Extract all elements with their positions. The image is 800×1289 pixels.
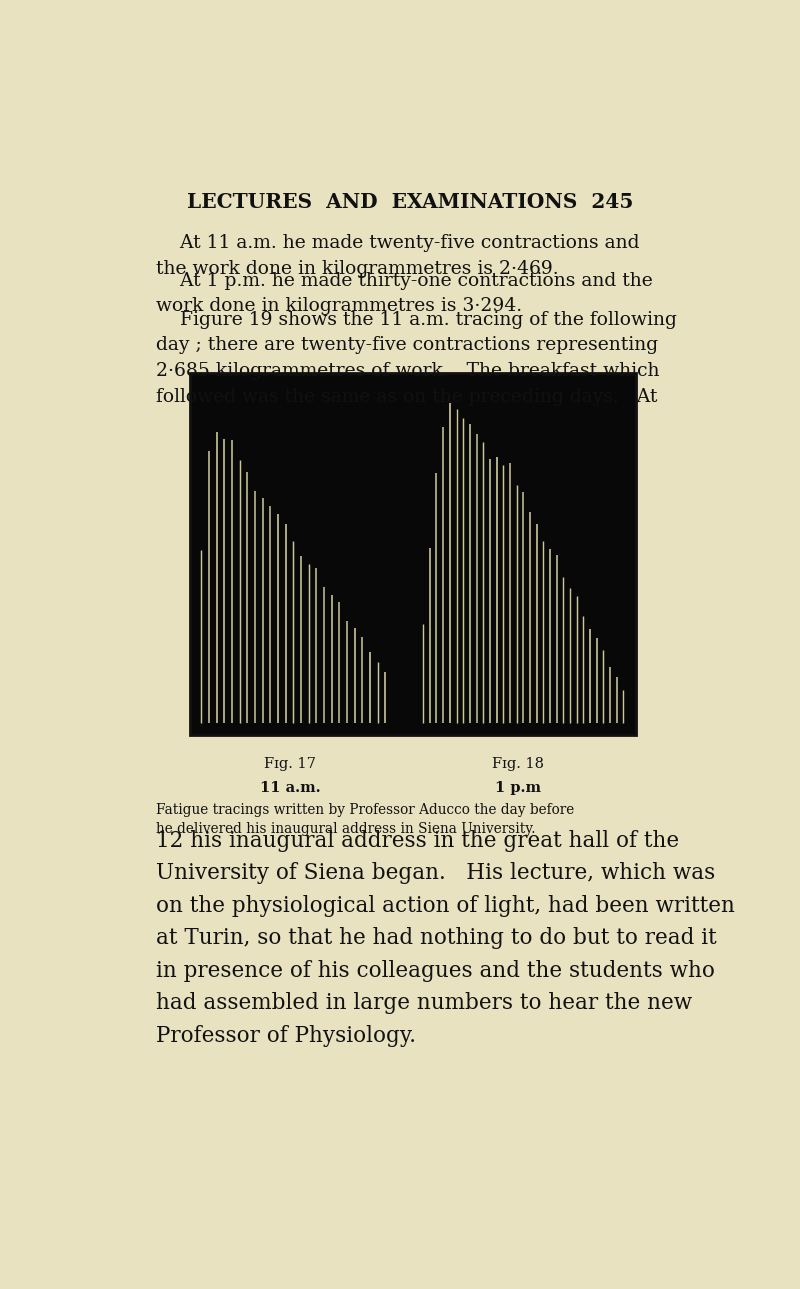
Text: At 1 p.m. he made thirty-one contractions and the
work done in kilogrammetres is: At 1 p.m. he made thirty-one contraction… <box>156 272 653 316</box>
Text: At 11 a.m. he made twenty-five contractions and
the work done in kilogrammetres : At 11 a.m. he made twenty-five contracti… <box>156 235 639 278</box>
Bar <box>190 373 636 735</box>
Text: Fɪg. 18: Fɪg. 18 <box>492 757 544 771</box>
Text: Fɪg. 17: Fɪg. 17 <box>265 757 316 771</box>
Text: 1 p.m: 1 p.m <box>495 781 541 795</box>
Text: LECTURES  AND  EXAMINATIONS  245: LECTURES AND EXAMINATIONS 245 <box>187 192 633 213</box>
Text: Figure 19 shows the 11 a.m. tracing of the following
day ; there are twenty-five: Figure 19 shows the 11 a.m. tracing of t… <box>156 311 677 406</box>
Text: 12 his inaugural address in the great hall of the
University of Siena began.   H: 12 his inaugural address in the great ha… <box>156 830 734 1047</box>
Text: 11 a.m.: 11 a.m. <box>260 781 321 795</box>
Text: Fatigue tracings written by Professor Aducco the day before
he delivered his ina: Fatigue tracings written by Professor Ad… <box>156 803 574 835</box>
